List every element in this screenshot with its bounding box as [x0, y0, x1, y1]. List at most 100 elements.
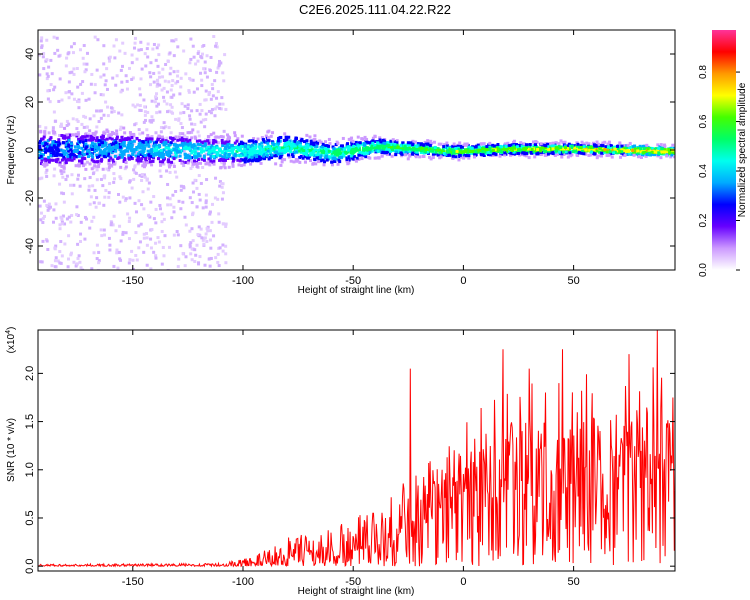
spectrogram-cell [105, 128, 109, 132]
spectrogram-cell [167, 149, 171, 153]
spectrogram-cell [161, 75, 165, 79]
spectrogram-cell [87, 155, 91, 159]
spectrogram-cell [597, 145, 601, 149]
spectrogram-cell [492, 144, 496, 148]
spectrogram-cell [38, 177, 42, 181]
spectrogram-cell [227, 153, 231, 157]
spectrogram-cell [345, 158, 349, 162]
spectrogram-cell [172, 157, 176, 161]
spectrogram-cell [60, 222, 64, 226]
spectrogram-cell [39, 39, 43, 43]
spectrogram-cell [187, 89, 191, 93]
spectrogram-cell [266, 144, 270, 148]
spectrogram-cell [139, 77, 143, 81]
spectrogram-cell [161, 162, 165, 166]
spectrogram-cell [245, 150, 249, 154]
spectrogram-cell [138, 150, 142, 154]
spectrogram-cell [566, 155, 570, 159]
spectrogram-cell [80, 122, 84, 126]
spectrogram-cell [159, 130, 163, 134]
spectrogram-cell [481, 148, 485, 152]
spectrogram-cell [167, 146, 171, 150]
spectrogram-cell [49, 153, 53, 157]
spectrogram-cell [251, 139, 255, 143]
spectrogram-cell [654, 147, 658, 151]
spectrogram-cell [48, 100, 52, 104]
spectrogram-cell [188, 61, 192, 65]
spectrogram-cell [118, 49, 122, 53]
spectrogram-cell [591, 141, 595, 145]
spectrogram-cell [332, 147, 336, 151]
spectrogram-cell [70, 173, 74, 177]
spectrogram-cell [398, 149, 402, 153]
spectrogram-cell [218, 147, 222, 151]
spectrogram-cell [479, 152, 483, 156]
spectrogram-cell [102, 154, 106, 158]
spectrogram-cell [63, 162, 67, 166]
spectrogram-cell [67, 138, 71, 142]
spectrogram-cell [568, 151, 572, 155]
spectrogram-cell [107, 168, 111, 172]
spectrogram-cell [122, 126, 126, 130]
spectrogram-cell [52, 150, 56, 154]
spectrogram-cell [321, 158, 325, 162]
spectrogram-cell [158, 83, 162, 87]
colorbar-tick-label: 0.6 [698, 114, 709, 128]
spectrogram-cell [490, 144, 494, 148]
spectrogram-cell [508, 149, 512, 153]
spectrogram-cell [74, 264, 78, 268]
spectrogram-cell [99, 75, 103, 79]
spectrogram-cell [289, 150, 293, 154]
spectrogram-cell [82, 62, 86, 66]
spectrogram-cell [42, 144, 46, 148]
spectrogram-cell [67, 143, 71, 147]
spectrogram-cell [162, 86, 166, 90]
spectrogram-cell [257, 158, 261, 162]
spectrogram-cell [491, 152, 495, 156]
spectrogram-cell [474, 153, 478, 157]
spectrogram-cell [231, 164, 235, 168]
spectrogram-cell [373, 144, 377, 148]
spectrogram-cell [191, 78, 195, 82]
spectrogram-cell [170, 95, 174, 99]
spectrogram-cell [107, 165, 111, 169]
spectrogram-cell [160, 88, 164, 92]
spectrogram-cell [613, 147, 617, 151]
spectrogram-cell [148, 160, 152, 164]
spectrogram-cell [55, 146, 59, 150]
spectrogram-cell [49, 152, 53, 156]
spectrogram-cell [250, 149, 254, 153]
spectrogram-cell [624, 146, 628, 150]
spectrogram-cell [46, 74, 50, 78]
spectrogram-cell [539, 149, 543, 153]
spectrogram-cell [371, 141, 375, 145]
spectrogram-cell [283, 158, 287, 162]
spectrogram-cell [195, 87, 199, 91]
spectrogram-cell [85, 125, 89, 129]
spectrogram-cell [141, 152, 145, 156]
spectrogram-cell [535, 146, 539, 150]
spectrogram-cell [172, 205, 176, 209]
spectrogram-cell [346, 145, 350, 149]
spectrogram-cell [63, 222, 67, 226]
spectrogram-cell [85, 160, 89, 164]
spectrogram-cell [137, 139, 141, 143]
spectrogram-cell [52, 174, 56, 178]
spectrogram-cell [380, 154, 384, 158]
spectrogram-cell [242, 163, 246, 167]
spectrogram-cell [189, 241, 193, 245]
spectrogram-cell [564, 145, 568, 149]
spectrogram-cell [136, 159, 140, 163]
spectrogram-cell [199, 120, 203, 124]
spectrogram-cell [290, 147, 294, 151]
spectrogram-cell [420, 146, 424, 150]
spectrogram-cell [608, 143, 612, 147]
spectrogram-cell [157, 150, 161, 154]
spectrogram-cell [58, 77, 62, 81]
spectrogram-cell [196, 51, 200, 55]
spectrogram-cell [382, 143, 386, 147]
spectrogram-cell [481, 152, 485, 156]
spectrogram-cell [145, 178, 149, 182]
spectrogram-cell [327, 144, 331, 148]
spectrogram-cell [41, 216, 45, 220]
